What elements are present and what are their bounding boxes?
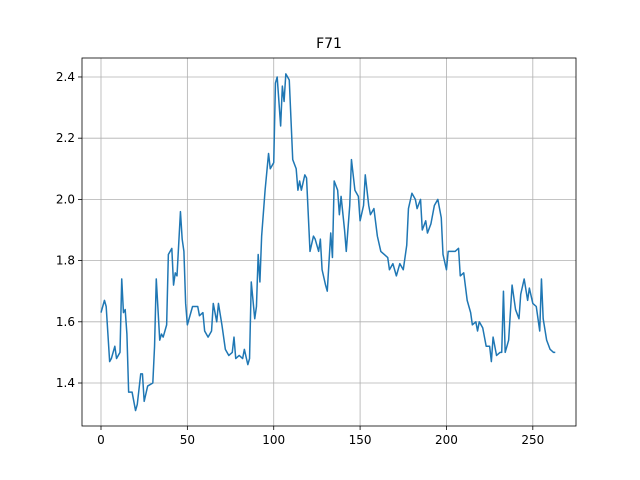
data-line — [100, 73, 556, 412]
y-tick-label: 2.2 — [56, 131, 75, 145]
x-tick-label: 150 — [349, 433, 372, 447]
y-tick-label: 1.6 — [56, 315, 75, 329]
x-tick-label: 0 — [97, 433, 105, 447]
x-tick-label: 100 — [262, 433, 285, 447]
x-tick-label: 50 — [180, 433, 195, 447]
y-tick-label: 2.4 — [56, 70, 75, 84]
plot-frame — [81, 57, 577, 427]
y-tick-label: 1.8 — [56, 254, 75, 268]
y-tick-label: 2.0 — [56, 192, 75, 206]
y-tick-label: 1.4 — [56, 376, 75, 390]
x-tick-label: 250 — [521, 433, 544, 447]
chart-title: F71 — [316, 36, 342, 52]
x-tick-label: 200 — [435, 433, 458, 447]
